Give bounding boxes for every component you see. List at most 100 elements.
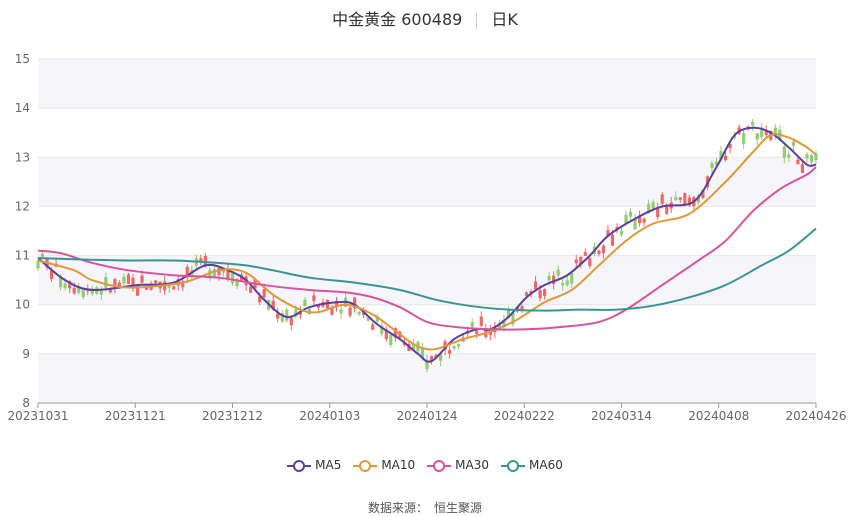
candle-body — [583, 252, 587, 256]
y-tick-label: 14 — [15, 101, 30, 115]
candle-body — [348, 307, 352, 316]
candle-body — [647, 203, 651, 214]
candle-body — [217, 267, 221, 276]
candle-body — [543, 289, 547, 296]
candle-body — [457, 344, 461, 347]
candle-body — [628, 211, 633, 217]
candle-body — [683, 193, 687, 204]
candle-body — [809, 155, 814, 163]
candle-body — [226, 269, 230, 279]
candle-body — [470, 322, 474, 328]
y-tick-label: 9 — [22, 347, 30, 361]
candle-body — [624, 214, 628, 224]
candle-body — [334, 300, 339, 306]
candle-body — [235, 278, 239, 287]
candle-body — [316, 304, 321, 308]
candle-body — [524, 292, 529, 296]
legend-swatch — [427, 459, 452, 472]
candle-body — [601, 245, 605, 254]
candle-body — [122, 276, 126, 284]
candle-body — [429, 356, 434, 362]
candle-body — [656, 207, 660, 217]
candle-body — [357, 311, 361, 315]
candle-body — [561, 282, 565, 286]
candle-body — [249, 286, 253, 293]
candle-body — [366, 317, 370, 321]
legend-item-ma5[interactable]: MA5 — [287, 458, 341, 472]
candle-body — [154, 280, 158, 283]
legend-item-ma60[interactable]: MA60 — [501, 458, 563, 472]
candle-body — [280, 313, 284, 322]
legend-swatch — [287, 459, 312, 472]
candle-body — [574, 259, 578, 264]
candle-body — [701, 189, 705, 198]
candle-body — [556, 269, 560, 276]
candle-body — [271, 300, 275, 310]
x-tick-label: 20231212 — [202, 409, 263, 423]
x-tick-label: 20240314 — [591, 409, 652, 423]
candle-body — [533, 281, 538, 290]
candle-body — [511, 313, 515, 325]
candle-body — [805, 154, 809, 159]
y-tick-label: 10 — [15, 298, 30, 312]
x-tick-label: 20240103 — [299, 409, 360, 423]
candle-body — [59, 276, 63, 288]
candle-body — [760, 127, 764, 138]
candle-body — [606, 230, 610, 237]
candle-body — [140, 275, 144, 283]
candle-body — [172, 286, 176, 290]
candle-body — [479, 316, 483, 326]
candle-body — [678, 197, 682, 200]
candle-body — [126, 274, 131, 284]
candle-body — [660, 194, 664, 204]
y-tick-label: 15 — [15, 52, 30, 66]
chart-legend: MA5 MA10 MA30 MA60 — [0, 458, 850, 472]
candle-body — [579, 256, 583, 264]
candle-body — [565, 280, 569, 286]
series-line-ma10 — [37, 133, 817, 351]
candle-body — [131, 277, 135, 287]
candle-body — [113, 279, 117, 288]
x-tick-label: 20240408 — [688, 409, 749, 423]
candle-body — [619, 230, 624, 235]
candle-body — [448, 350, 452, 354]
grid-band — [38, 59, 816, 109]
candle-body — [588, 258, 592, 267]
candle-body — [538, 290, 542, 299]
candle-body — [135, 285, 140, 296]
candle-body — [36, 260, 40, 269]
stock-name: 中金黄金 600489 — [332, 10, 463, 29]
candle-body — [800, 164, 805, 173]
candle-body — [144, 286, 149, 290]
candle-body — [262, 289, 266, 298]
legend-item-ma10[interactable]: MA10 — [353, 458, 415, 472]
candle-body — [49, 270, 54, 280]
candle-body — [375, 316, 379, 322]
candle-body — [438, 352, 443, 361]
candle-body — [380, 325, 384, 334]
candle-body — [520, 306, 524, 310]
candle-body — [353, 297, 357, 309]
candle-body — [312, 295, 316, 301]
candle-body — [63, 283, 67, 289]
candle-body — [674, 197, 678, 200]
candle-body — [276, 313, 280, 319]
candle-body — [755, 133, 759, 140]
candle-body — [547, 276, 551, 281]
candle-body — [68, 281, 72, 289]
x-tick-label: 20240124 — [396, 409, 457, 423]
legend-item-ma30[interactable]: MA30 — [427, 458, 489, 472]
candle-body — [185, 266, 189, 278]
candle-body — [696, 195, 700, 203]
candle-body — [751, 121, 755, 126]
chart-title: 中金黄金 600489 日K — [0, 6, 850, 30]
candle-body — [221, 269, 226, 273]
candle-body — [782, 146, 786, 158]
candle-body — [719, 151, 723, 160]
candle-body — [72, 287, 76, 294]
candle-body — [384, 329, 388, 340]
candle-body — [452, 346, 456, 349]
x-tick-label: 20231031 — [7, 409, 68, 423]
candle-body — [203, 255, 207, 266]
candle-body — [393, 328, 397, 338]
